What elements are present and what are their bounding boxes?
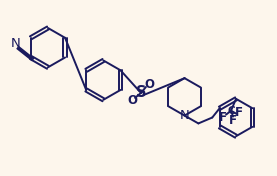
Text: F: F — [229, 114, 237, 127]
Text: N: N — [11, 37, 21, 50]
Text: O: O — [144, 78, 154, 91]
Text: F: F — [235, 106, 243, 119]
Text: C: C — [227, 106, 235, 116]
Text: S: S — [136, 85, 146, 100]
Text: N: N — [180, 109, 189, 122]
Text: O: O — [127, 94, 137, 107]
Text: F: F — [219, 111, 227, 124]
